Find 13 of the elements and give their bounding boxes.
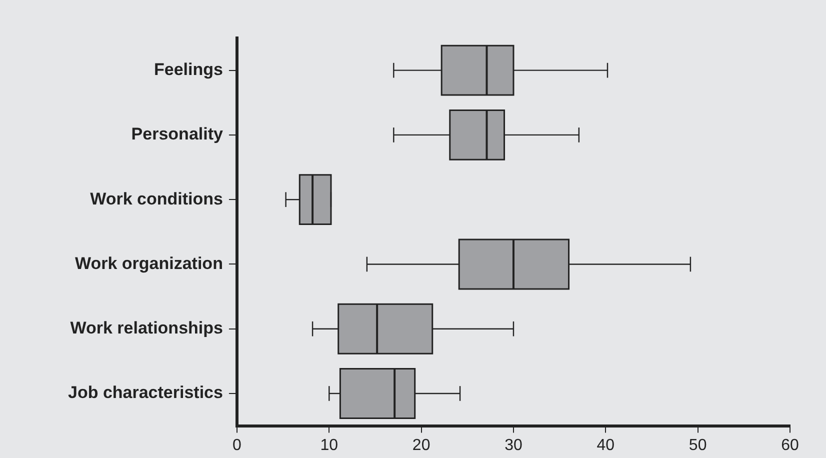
y-tick-label: Personality bbox=[131, 124, 224, 144]
x-tick-label: 50 bbox=[688, 436, 707, 454]
x-tick-label: 10 bbox=[320, 436, 338, 454]
x-tick-label: 30 bbox=[504, 436, 522, 454]
y-tick-label: Work organization bbox=[74, 254, 223, 273]
x-tick-label: 40 bbox=[596, 436, 615, 454]
y-tick-label: Work conditions bbox=[90, 189, 223, 208]
x-tick-label: 0 bbox=[232, 436, 242, 454]
y-tick-label: Feelings bbox=[154, 60, 223, 80]
y-tick-label: Job characteristics bbox=[68, 383, 223, 402]
x-tick-label: 60 bbox=[781, 436, 799, 454]
y-tick-label: Work relationships bbox=[70, 318, 223, 338]
x-tick-label: 20 bbox=[412, 436, 430, 454]
